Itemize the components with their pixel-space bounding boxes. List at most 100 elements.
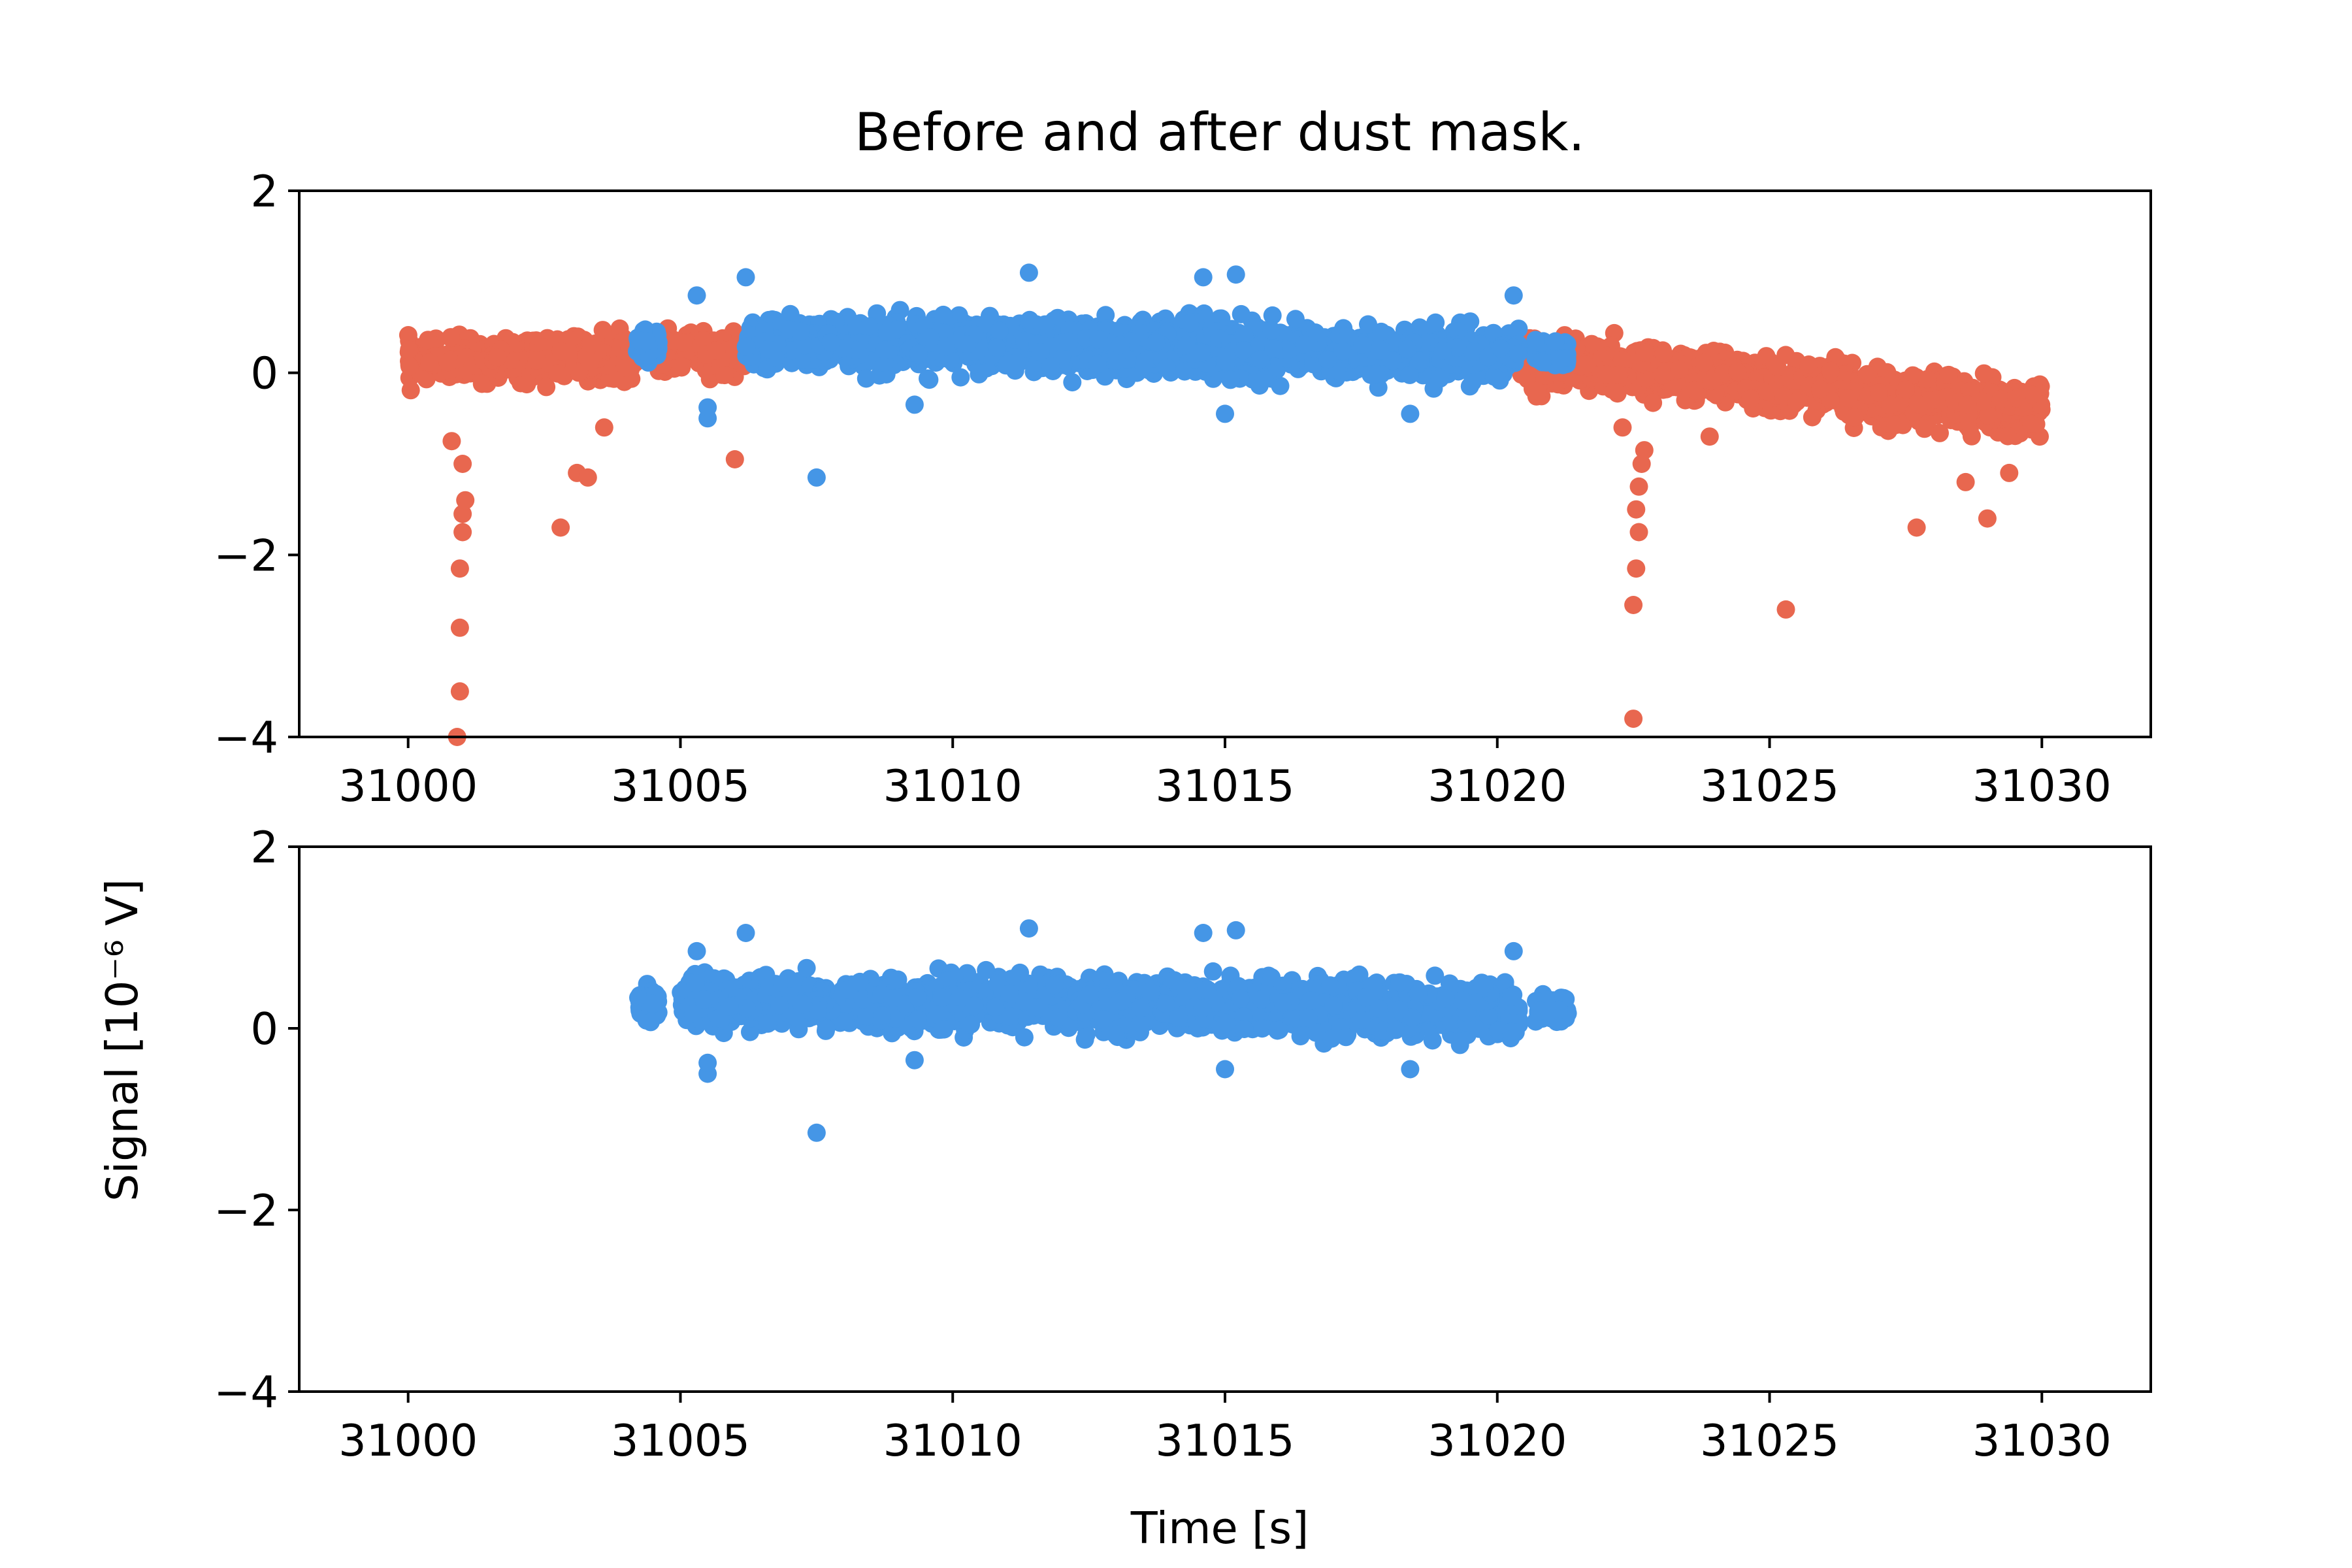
data-point: [909, 344, 928, 363]
data-point: [1846, 408, 1864, 427]
data-point: [715, 366, 734, 385]
data-point: [1180, 314, 1199, 333]
data-point: [1041, 357, 1060, 376]
data-point: [1465, 342, 1484, 361]
y-tick-label: −4: [214, 712, 278, 763]
data-point: [1612, 350, 1631, 369]
data-point: [1294, 335, 1313, 354]
y-tick-label: 0: [250, 348, 278, 399]
data-point: [1886, 416, 1904, 434]
data-point: [875, 340, 894, 359]
data-point: [1426, 966, 1445, 985]
data-point: [860, 317, 879, 336]
data-point: [453, 523, 472, 542]
data-point: [687, 286, 706, 305]
data-point: [759, 340, 777, 359]
data-point: [1908, 395, 1927, 414]
data-point: [1007, 353, 1026, 372]
data-point: [548, 364, 567, 383]
data-point: [1624, 596, 1643, 614]
data-point: [887, 320, 906, 339]
data-point: [420, 353, 438, 372]
data-point: [1776, 346, 1795, 365]
data-point: [1203, 962, 1222, 981]
data-point: [1088, 355, 1107, 374]
bottom-panel: 31000 31005 31010 31015 31020 31025 3103020−2−…: [214, 822, 2152, 1466]
data-point: [1089, 330, 1108, 349]
y-tick-label: 2: [250, 166, 278, 217]
data-point: [1741, 389, 1760, 408]
data-point: [1019, 263, 1038, 282]
data-point: [937, 337, 955, 356]
data-point: [977, 314, 996, 333]
chart-title: Before and after dust mask.: [855, 102, 1585, 163]
data-point: [1262, 321, 1281, 340]
data-point: [1504, 286, 1523, 305]
x-tick-label: 31000: [338, 760, 478, 811]
data-point: [1670, 361, 1689, 379]
data-point: [551, 518, 570, 537]
data-point: [939, 971, 958, 990]
data-point: [1031, 342, 1050, 361]
data-point: [1695, 353, 1714, 372]
data-point: [1449, 322, 1468, 340]
data-point: [1234, 341, 1252, 360]
data-point: [1401, 404, 1420, 423]
x-tick-label: 31020: [1428, 760, 1567, 811]
data-point: [958, 335, 976, 354]
x-tick-label: 31005: [611, 760, 750, 811]
data-point: [1278, 340, 1297, 359]
data-point: [905, 395, 924, 414]
data-point: [1915, 419, 1934, 438]
data-point: [1318, 350, 1337, 369]
data-point: [1400, 365, 1419, 384]
data-point: [615, 372, 634, 391]
data-point: [399, 326, 417, 344]
data-point: [1881, 395, 1900, 414]
x-tick-label: 31015: [1155, 760, 1294, 811]
data-point: [1306, 323, 1325, 342]
data-point: [1958, 395, 1977, 414]
data-point: [1978, 509, 1997, 528]
data-point: [1821, 361, 1840, 380]
data-point: [1411, 351, 1429, 370]
data-point: [1426, 313, 1445, 332]
data-point: [1686, 380, 1705, 399]
data-point: [1135, 352, 1154, 371]
data-point: [581, 352, 600, 371]
data-point: [1372, 322, 1391, 341]
top-panel: 31000 31005 31010 31015 31020 31025 3103020−2−…: [214, 166, 2152, 811]
data-point: [1635, 441, 1654, 460]
data-point: [417, 370, 436, 389]
data-point: [736, 268, 755, 287]
data-point: [453, 504, 472, 523]
data-point: [400, 340, 419, 359]
data-point: [707, 341, 726, 360]
data-point: [1192, 343, 1211, 362]
data-point: [1369, 378, 1388, 397]
data-point: [1111, 336, 1130, 355]
data-point: [1263, 306, 1282, 325]
data-point: [1956, 472, 1975, 491]
data-point: [1533, 353, 1552, 372]
data-point: [1059, 332, 1078, 351]
data-point: [442, 328, 460, 347]
data-point: [1728, 362, 1747, 381]
data-point: [1194, 268, 1213, 287]
data-point: [1367, 365, 1386, 384]
data-point: [1221, 370, 1240, 389]
data-point: [1776, 600, 1795, 619]
data-point: [617, 358, 635, 377]
series-0: [629, 919, 1577, 1142]
data-point: [472, 374, 491, 393]
data-point: [488, 348, 507, 367]
data-point: [1632, 455, 1651, 473]
data-point: [951, 368, 970, 387]
data-point: [450, 682, 469, 701]
data-point: [1384, 351, 1403, 370]
data-point: [450, 618, 469, 637]
data-point: [1398, 340, 1417, 359]
data-point: [442, 432, 461, 451]
data-point: [990, 321, 1009, 340]
